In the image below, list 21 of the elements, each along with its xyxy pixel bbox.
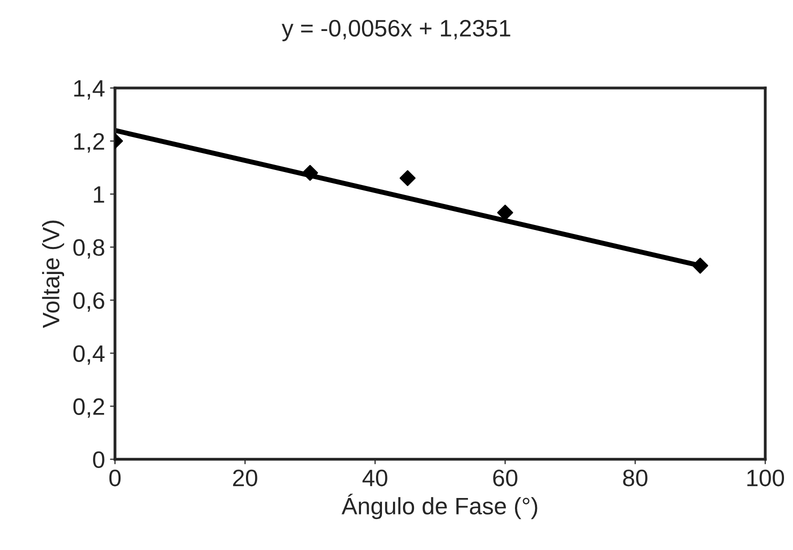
point <box>692 258 708 274</box>
chart-title: y = -0,0056x + 1,2351 <box>282 20 510 42</box>
y-tick-label: 0,8 <box>73 239 104 259</box>
point <box>400 170 416 186</box>
y-tick-label: 1,4 <box>74 80 105 100</box>
point <box>302 164 318 181</box>
x-tick-label: 80 <box>623 470 648 486</box>
y-axis-title: Voltaje (V) <box>42 220 64 328</box>
y-tick-label: 0 <box>93 451 104 468</box>
x-tick-label: 60 <box>493 470 518 486</box>
y-tick-label: 0,6 <box>73 292 104 312</box>
y-tick-label: 1,2 <box>74 133 104 153</box>
x-tick-label: 100 <box>747 470 784 486</box>
y-tick-label: 0,4 <box>73 345 105 365</box>
x-axis-title: Ángulo de Fase (°) <box>342 494 538 520</box>
point <box>497 204 514 221</box>
x-tick-label: 40 <box>362 470 388 486</box>
x-tick-label: 20 <box>233 470 258 486</box>
y-tick-label: 1 <box>94 186 104 203</box>
y-tick-label: 0,2 <box>73 398 104 418</box>
x-tick-label: 0 <box>109 470 121 486</box>
